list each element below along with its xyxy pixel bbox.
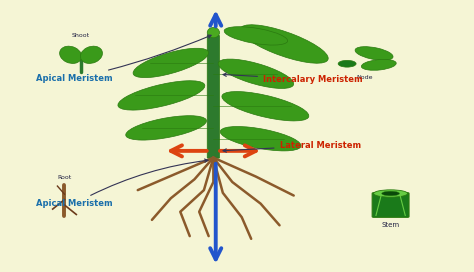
Text: Lateral Meristem: Lateral Meristem <box>223 141 361 152</box>
Text: Shoot: Shoot <box>72 33 90 38</box>
Text: Node: Node <box>356 75 373 80</box>
Ellipse shape <box>240 25 328 63</box>
Ellipse shape <box>382 191 400 196</box>
Ellipse shape <box>220 126 301 151</box>
Ellipse shape <box>338 60 356 67</box>
FancyBboxPatch shape <box>372 193 409 217</box>
Ellipse shape <box>355 47 393 60</box>
Ellipse shape <box>118 81 205 110</box>
Ellipse shape <box>374 190 408 197</box>
Text: Root: Root <box>57 175 72 180</box>
Ellipse shape <box>218 59 294 88</box>
Ellipse shape <box>224 27 288 45</box>
Text: Stem: Stem <box>382 222 400 228</box>
Ellipse shape <box>81 46 102 63</box>
Ellipse shape <box>361 59 396 70</box>
Ellipse shape <box>207 27 219 38</box>
Text: Intercalary Meristem: Intercalary Meristem <box>223 73 363 84</box>
FancyBboxPatch shape <box>207 35 219 158</box>
Text: Apical Meristem: Apical Meristem <box>36 159 208 208</box>
Ellipse shape <box>60 46 82 63</box>
Ellipse shape <box>133 48 209 78</box>
Ellipse shape <box>222 92 309 121</box>
Text: Apical Meristem: Apical Meristem <box>36 35 211 82</box>
Ellipse shape <box>126 116 207 140</box>
